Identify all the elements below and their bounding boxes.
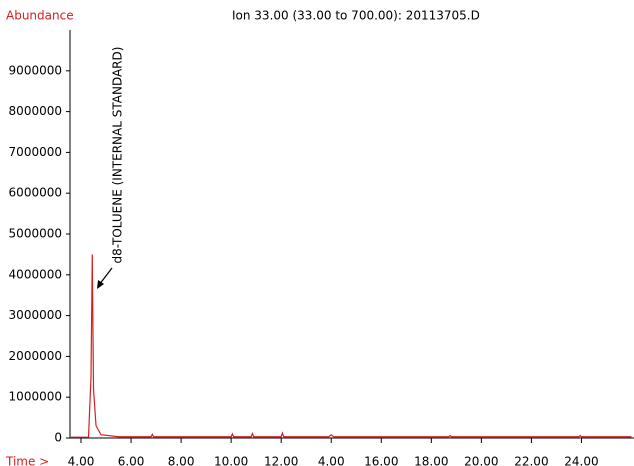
y-tick-label: 5000000	[9, 227, 62, 241]
x-tick-label: 24.00	[564, 455, 598, 466]
y-tick-label: 8000000	[9, 104, 62, 118]
y-tick-label: 2000000	[9, 349, 62, 363]
x-tick-label: 10.00	[214, 455, 248, 466]
x-tick-label: 4.00	[318, 455, 345, 466]
x-axis-label: Time >	[5, 455, 49, 466]
x-tick-label: 12.00	[264, 455, 298, 466]
y-tick-label: 1000000	[9, 390, 62, 404]
annotation: d8-TOLUENE (INTERNAL STANDARD)	[111, 47, 125, 264]
y-tick-label: 0	[54, 431, 62, 445]
y-tick-label: 9000000	[9, 63, 62, 77]
y-tick-label: 6000000	[9, 186, 62, 200]
y-tick-label: 3000000	[9, 308, 62, 322]
chart-title: Ion 33.00 (33.00 to 700.00): 20113705.D	[232, 9, 480, 23]
x-tick-label: 18.00	[414, 455, 448, 466]
x-tick-label: 6.00	[118, 455, 145, 466]
trace-line	[71, 254, 632, 438]
x-tick-label: 16.00	[364, 455, 398, 466]
x-tick-label: 4.00	[68, 455, 95, 466]
y-tick-label: 7000000	[9, 145, 62, 159]
x-tick-label: 8.00	[168, 455, 195, 466]
x-tick-label: 20.00	[464, 455, 498, 466]
arrow-head	[97, 280, 104, 289]
x-tick-label: 22.00	[514, 455, 548, 466]
y-axis-label: Abundance	[6, 9, 74, 23]
y-tick-label: 4000000	[9, 267, 62, 281]
